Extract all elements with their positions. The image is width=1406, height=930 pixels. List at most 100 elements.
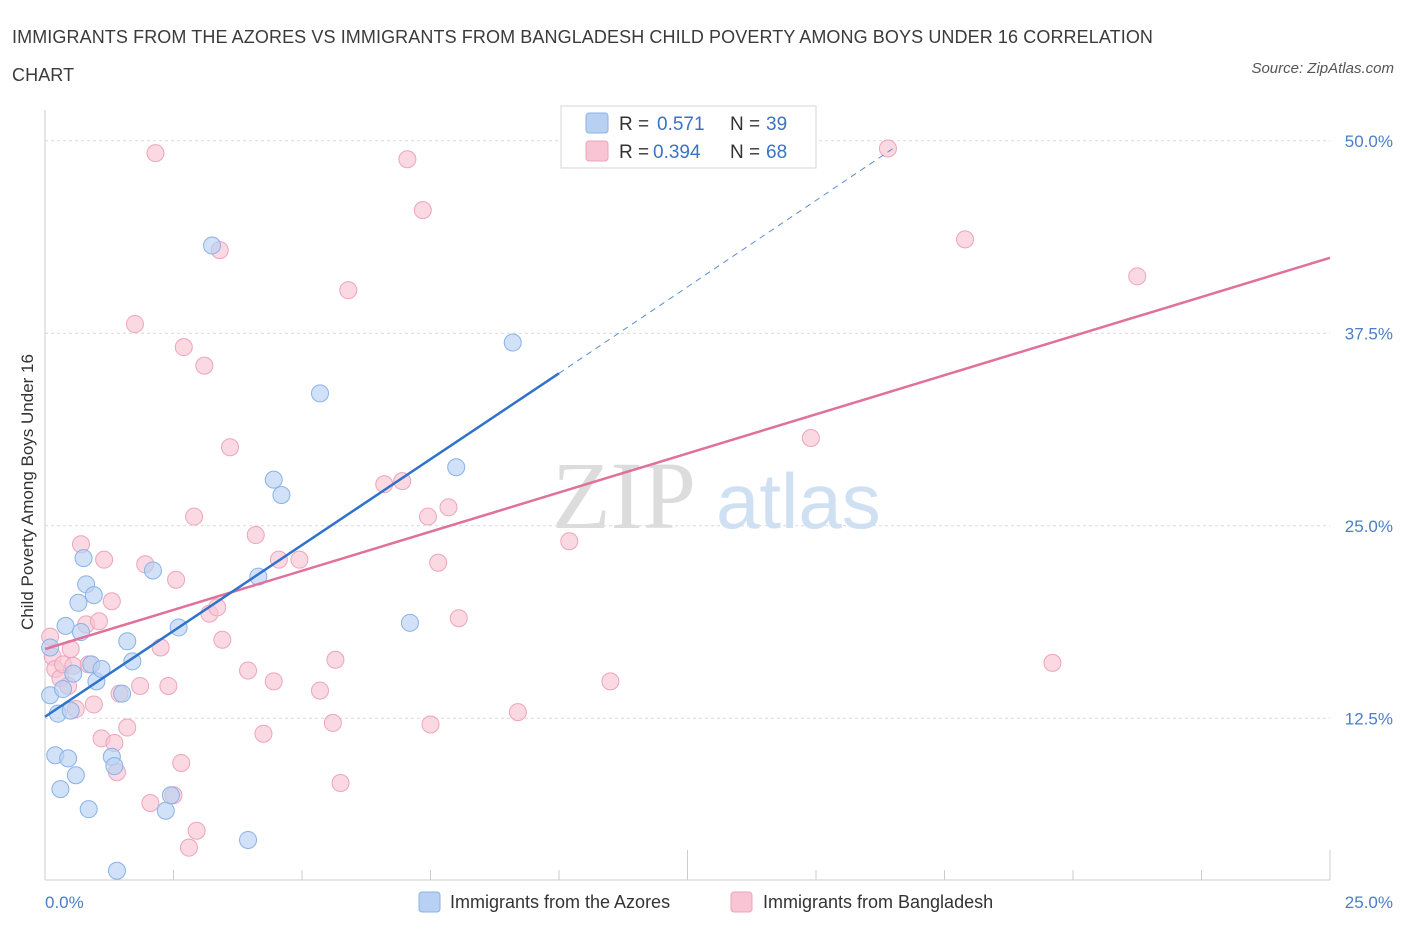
point-azores	[61, 701, 80, 720]
point-bangladesh	[801, 429, 820, 448]
legend-r-value-bangladesh: 0.394	[653, 142, 701, 163]
point-azores	[310, 384, 329, 403]
point-bangladesh	[102, 592, 121, 611]
point-bangladesh	[95, 550, 114, 569]
point-bangladesh	[151, 638, 170, 657]
point-bangladesh	[339, 281, 358, 300]
y-tick-label: 12.5%	[1345, 709, 1393, 728]
point-bangladesh	[172, 753, 191, 772]
point-bangladesh	[159, 676, 178, 695]
point-bangladesh	[1043, 653, 1062, 672]
point-bangladesh	[167, 570, 186, 589]
trend-lines	[44, 148, 1331, 718]
point-bangladesh	[956, 230, 975, 249]
point-bangladesh	[221, 438, 240, 457]
point-bangladesh	[323, 713, 342, 732]
point-bangladesh	[118, 718, 137, 737]
x-tick-label-min: 0.0%	[45, 893, 84, 912]
legend-r-label-azores: R =	[619, 114, 649, 135]
point-bangladesh	[326, 650, 345, 669]
point-azores	[56, 616, 75, 635]
y-tick-label: 25.0%	[1345, 517, 1393, 536]
bottom-legend-swatch-azores	[418, 891, 441, 913]
point-bangladesh	[290, 550, 309, 569]
correlation-legend: R = 0.571 N = 39 R = 0.394 N = 68	[560, 105, 817, 169]
point-azores	[118, 632, 137, 651]
series-legend: Immigrants from the Azores Immigrants fr…	[418, 891, 993, 913]
tick-labels: 12.5% 25.0% 37.5% 50.0% 0.0% 25.0%	[45, 132, 1393, 912]
watermark-zip: ZIP	[552, 442, 696, 549]
point-azores	[107, 861, 126, 880]
point-azores	[503, 333, 522, 352]
point-bangladesh	[878, 139, 897, 158]
legend-n-value-bangladesh: 68	[766, 142, 787, 163]
x-tick-label-max: 25.0%	[1345, 893, 1393, 912]
legend-n-label-bangladesh: N =	[730, 142, 760, 163]
point-bangladesh	[246, 526, 265, 545]
point-azores	[447, 458, 466, 477]
point-bangladesh	[560, 532, 579, 551]
point-azores	[143, 561, 162, 580]
point-azores	[53, 680, 72, 699]
point-bangladesh	[601, 672, 620, 691]
point-azores	[66, 766, 85, 785]
trend-line-bangladesh	[44, 256, 1331, 651]
point-azores	[264, 470, 283, 489]
point-bangladesh	[174, 338, 193, 357]
point-bangladesh	[421, 715, 440, 734]
chart-title: IMMIGRANTS FROM THE AZORES VS IMMIGRANTS…	[12, 27, 1154, 85]
point-azores	[59, 749, 78, 768]
point-bangladesh	[146, 144, 165, 163]
point-azores	[156, 801, 175, 820]
point-bangladesh	[508, 703, 527, 722]
point-bangladesh	[264, 672, 283, 691]
watermark: ZIP atlas	[552, 442, 881, 549]
point-bangladesh	[195, 356, 214, 375]
point-bangladesh	[179, 838, 198, 857]
point-azores	[74, 549, 93, 568]
point-bangladesh	[185, 507, 204, 526]
point-bangladesh	[131, 676, 150, 695]
point-bangladesh	[310, 681, 329, 700]
bottom-legend-label-bangladesh: Immigrants from Bangladesh	[763, 892, 993, 912]
point-azores	[64, 664, 83, 683]
gridlines	[45, 140, 1330, 719]
point-bangladesh	[239, 661, 258, 680]
point-bangladesh	[413, 201, 432, 220]
point-azores	[203, 236, 222, 255]
legend-r-label-bangladesh: R =	[619, 142, 649, 163]
point-azores	[51, 780, 70, 799]
y-axis-label: Child Poverty Among Boys Under 16	[18, 354, 37, 630]
legend-r-value-azores: 0.571	[657, 114, 705, 135]
y-tick-label: 37.5%	[1345, 324, 1393, 343]
point-azores	[105, 757, 124, 776]
point-azores	[123, 652, 142, 671]
legend-n-label-azores: N =	[730, 114, 760, 135]
point-azores	[113, 684, 132, 703]
watermark-atlas: atlas	[716, 457, 881, 545]
point-bangladesh	[1128, 267, 1147, 286]
point-bangladesh	[429, 553, 448, 572]
point-azores	[161, 786, 180, 805]
point-bangladesh	[187, 821, 206, 840]
y-tick-label: 50.0%	[1345, 132, 1393, 151]
trend-line-azores	[44, 372, 560, 718]
bottom-legend-label-azores: Immigrants from the Azores	[450, 892, 670, 912]
point-azores	[272, 486, 291, 504]
point-bangladesh	[84, 695, 103, 714]
point-bangladesh	[393, 472, 412, 491]
legend-swatch-bangladesh	[585, 140, 609, 162]
point-bangladesh	[89, 612, 108, 631]
point-bangladesh	[449, 609, 468, 628]
point-bangladesh	[398, 150, 417, 169]
point-azores	[69, 593, 88, 612]
point-azores	[400, 613, 419, 632]
point-bangladesh	[331, 773, 350, 792]
point-bangladesh	[125, 315, 144, 334]
point-bangladesh	[141, 794, 160, 812]
point-bangladesh	[213, 630, 232, 649]
trend-line-azores-extension	[558, 148, 894, 374]
point-azores	[239, 830, 258, 849]
bottom-legend-swatch-bangladesh	[730, 891, 753, 913]
point-azores	[84, 586, 103, 605]
